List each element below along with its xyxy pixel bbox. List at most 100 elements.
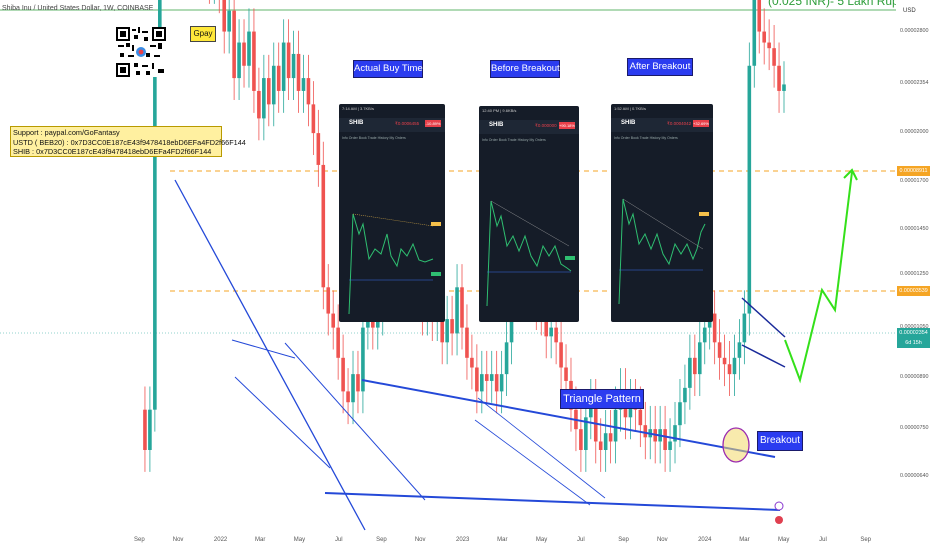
trendline-support-1 xyxy=(231,339,296,359)
candle-body xyxy=(351,374,355,403)
candle-body xyxy=(227,10,231,32)
candle-body xyxy=(222,0,227,32)
y-tick-label: 0.00001250 xyxy=(900,270,929,277)
event-icon-2[interactable] xyxy=(775,516,783,524)
x-tick-label: Sep xyxy=(860,537,871,543)
screen-price: ₹0.0004042 xyxy=(667,121,692,126)
screen-header xyxy=(339,118,445,132)
candle-body xyxy=(480,374,484,392)
candle-body xyxy=(663,429,667,450)
candle-body xyxy=(613,409,618,442)
x-tick-label: Mar xyxy=(739,537,750,543)
x-tick-label: Nov xyxy=(656,537,668,543)
candle-body xyxy=(316,133,321,165)
candle-body xyxy=(559,342,563,368)
candle-body xyxy=(153,53,157,410)
gpay-label: Gpay xyxy=(190,26,216,42)
candle-body xyxy=(777,65,781,91)
candle-body xyxy=(267,78,271,105)
candle-body xyxy=(484,374,489,381)
x-tick-label: May xyxy=(778,537,790,543)
candle-body xyxy=(589,402,593,418)
y-tick-label: 0.00002000 xyxy=(900,129,929,136)
candle-body xyxy=(346,391,350,403)
candle-body xyxy=(465,327,469,358)
candle-body xyxy=(232,10,236,79)
x-tick-label: Jul xyxy=(819,537,827,543)
qr-code xyxy=(116,27,166,77)
candle-body xyxy=(737,342,742,358)
currency-label: USD xyxy=(903,8,916,14)
projection-arrowhead xyxy=(843,168,858,181)
breakout-circle xyxy=(722,427,750,463)
candle-body xyxy=(237,42,241,79)
candle-body xyxy=(598,441,603,450)
candle-body xyxy=(326,287,331,314)
support-line-shib: SHIB : 0x7D3CC0E187cE43f9478418ebD6EFa4F… xyxy=(13,147,212,156)
screen-price: ₹0.0006455 xyxy=(395,121,420,126)
y-tick-label: 0.00001050 xyxy=(900,323,929,330)
screen-tabs: Info Order Book Trade History My Orders xyxy=(342,136,406,140)
candle-body xyxy=(276,65,281,91)
candle-body xyxy=(593,402,598,442)
x-tick-label: Sep xyxy=(134,537,145,543)
projection-path xyxy=(784,171,853,384)
screen-header xyxy=(611,118,713,132)
candle-body xyxy=(702,327,707,343)
candle-body xyxy=(638,409,643,426)
label-triangle-pattern: Triangle Pattern xyxy=(560,389,644,409)
candle-body xyxy=(450,319,454,334)
screen-change-badge: -10.89% xyxy=(425,120,441,127)
candle-body xyxy=(321,164,326,288)
screen-status: 1:52 AM | 0.7KB/s xyxy=(614,106,646,111)
screen-symbol: SHIB xyxy=(489,122,504,128)
x-tick-label: Mar xyxy=(497,537,508,543)
screen-mini-chart xyxy=(348,213,441,315)
screen-header xyxy=(479,120,579,134)
screen-status: 7:14 AM | 3.7KB/s xyxy=(342,106,374,111)
event-icon-1[interactable] xyxy=(774,501,784,511)
candle-body xyxy=(554,327,558,343)
candle-body xyxy=(252,31,256,91)
candle-body xyxy=(683,387,687,403)
candle-body xyxy=(688,357,692,388)
price-axis[interactable] xyxy=(896,0,932,550)
y-tick-label: 0.00002354 xyxy=(900,79,929,86)
x-tick-label: Sep xyxy=(376,537,387,543)
candle-body xyxy=(762,31,766,43)
candle-body xyxy=(247,31,251,66)
x-tick-label: Sep xyxy=(618,537,629,543)
y-tick-label: 0.00001700 xyxy=(900,178,929,185)
screenshot-actual-buy: 7:14 AM | 3.7KB/s SHIB ₹0.0006455 -10.89… xyxy=(339,104,445,322)
candle-body xyxy=(361,327,365,392)
triangle-upper-line xyxy=(361,379,776,458)
candle-body xyxy=(291,53,296,79)
candle-body xyxy=(257,90,261,119)
screen-change-badge: +32.69% xyxy=(693,120,709,127)
candle-body xyxy=(544,313,549,337)
last-price-tag: 0.00002354 xyxy=(897,328,930,338)
y-tick-label: 0.00000890 xyxy=(900,373,929,380)
x-tick-label: May xyxy=(293,537,306,543)
candle-body xyxy=(262,78,266,119)
candle-body xyxy=(584,417,588,450)
candle-body xyxy=(499,374,504,392)
candle-body xyxy=(494,374,499,392)
candle-body xyxy=(455,287,459,334)
x-tick-label: Jul xyxy=(577,537,585,543)
trendline-channel-high xyxy=(284,342,426,501)
screenshot-before-breakout: 12:40 PM | 9.6KB/s SHIB ₹0.000000 +90.18… xyxy=(479,106,579,322)
candle-body xyxy=(678,402,682,426)
screen-tabs: Info Order Book Trade History My Orders xyxy=(614,136,678,140)
candle-body xyxy=(306,78,311,105)
qr-code-image xyxy=(116,27,166,77)
candle-body xyxy=(470,357,474,368)
x-tick-label: Mar xyxy=(255,537,266,543)
label-actual-buy-time: Actual Buy Time xyxy=(353,60,423,78)
candle-body xyxy=(673,425,677,442)
candle-body xyxy=(757,0,762,32)
y-tick-label: 0.00000750 xyxy=(900,425,929,432)
flag-upper-line xyxy=(741,297,786,338)
x-tick-label: Nov xyxy=(172,537,184,543)
